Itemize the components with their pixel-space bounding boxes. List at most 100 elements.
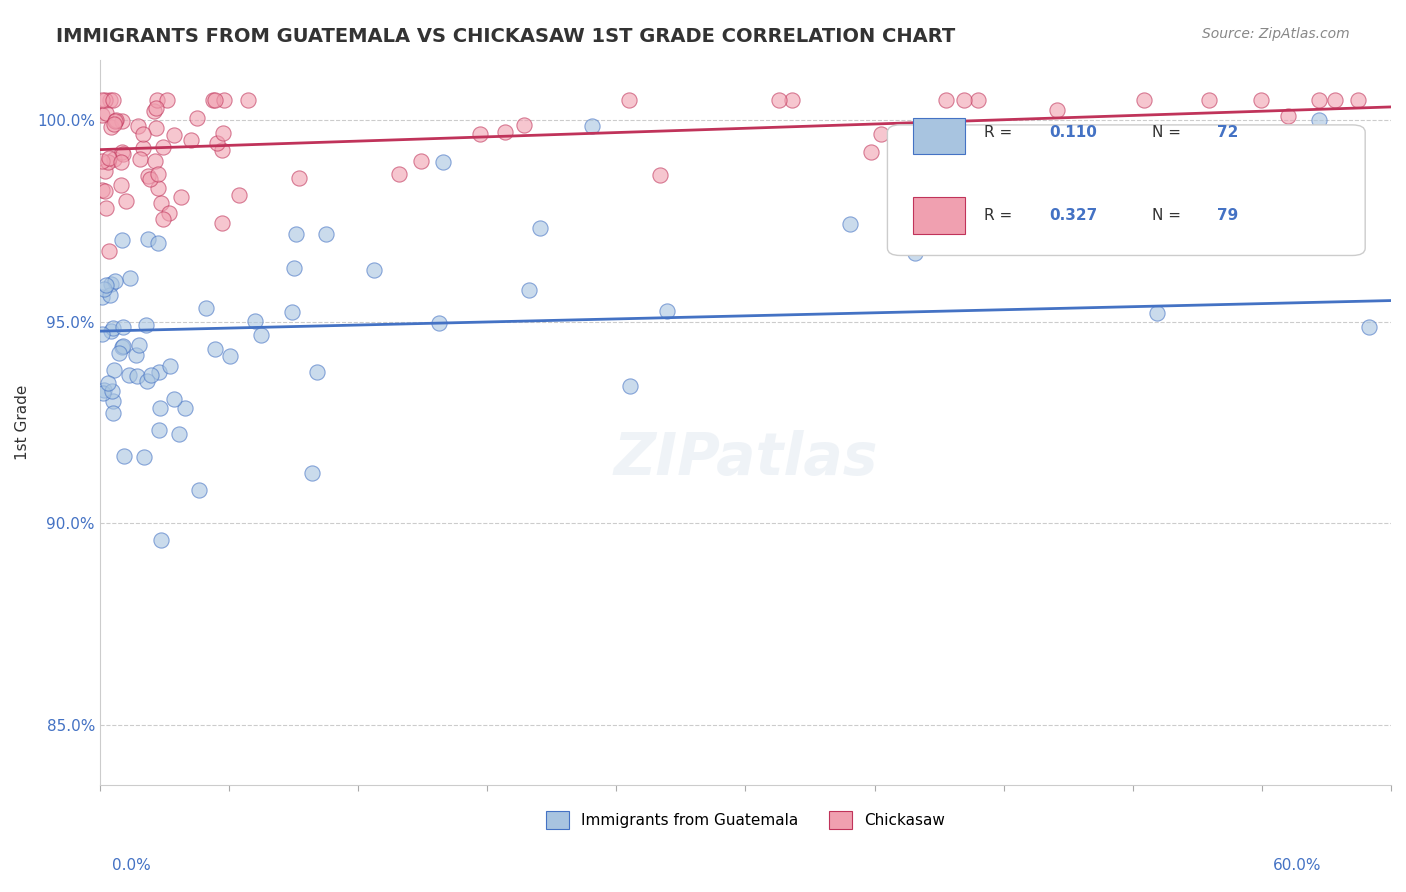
Point [581, 120, 603, 134]
Point [768, 93, 790, 107]
Point [100, 277, 122, 291]
Point [228, 187, 250, 202]
Point [411, 154, 433, 169]
Point [136, 232, 159, 246]
Point [149, 533, 172, 547]
Point [98, 151, 121, 165]
Point [145, 93, 167, 107]
Point [135, 318, 157, 332]
Point [101, 384, 124, 398]
Point [163, 392, 186, 406]
Point [657, 304, 679, 318]
Point [112, 449, 135, 463]
Point [112, 339, 135, 353]
Point [152, 212, 174, 227]
Point [96, 106, 118, 120]
Point [145, 101, 167, 115]
Point [1347, 93, 1369, 107]
Text: IMMIGRANTS FROM GUATEMALA VS CHICKASAW 1ST GRADE CORRELATION CHART: IMMIGRANTS FROM GUATEMALA VS CHICKASAW 1… [56, 27, 956, 45]
Text: N =: N = [1152, 125, 1181, 140]
Point [111, 145, 134, 159]
Point [1132, 93, 1154, 107]
Point [91, 183, 114, 197]
Point [967, 93, 990, 107]
Point [468, 128, 491, 142]
Point [188, 483, 211, 497]
Point [283, 261, 305, 276]
Point [513, 118, 536, 132]
Point [1308, 113, 1330, 128]
Point [148, 168, 170, 182]
Point [1250, 93, 1272, 107]
Point [173, 401, 195, 415]
Point [1308, 93, 1330, 107]
Point [91, 327, 114, 342]
Point [211, 216, 233, 230]
Point [1114, 214, 1136, 228]
Text: R =: R = [984, 125, 1012, 140]
Point [180, 132, 202, 146]
Point [935, 93, 957, 107]
Point [1344, 231, 1367, 245]
Point [98, 93, 121, 107]
Point [149, 401, 172, 416]
Point [1045, 103, 1067, 118]
Point [156, 93, 179, 107]
Point [94, 93, 117, 107]
Point [128, 338, 150, 352]
Point [1256, 216, 1278, 230]
Point [93, 383, 115, 397]
Point [238, 93, 260, 107]
Point [250, 327, 273, 342]
Point [1146, 306, 1168, 320]
Point [148, 423, 170, 437]
Point [617, 93, 640, 107]
Point [388, 167, 411, 181]
Point [139, 172, 162, 186]
Point [118, 368, 141, 382]
Point [101, 321, 124, 335]
Y-axis label: 1st Grade: 1st Grade [15, 384, 30, 460]
Point [148, 365, 170, 379]
Point [146, 180, 169, 194]
Point [301, 466, 323, 480]
Point [112, 320, 135, 334]
Point [98, 288, 121, 302]
Text: 0.110: 0.110 [1049, 125, 1097, 140]
FancyBboxPatch shape [887, 125, 1365, 255]
Text: 60.0%: 60.0% [1274, 858, 1322, 872]
Text: 79: 79 [1216, 208, 1237, 223]
Point [143, 153, 166, 168]
Point [904, 246, 927, 260]
Point [93, 282, 115, 296]
Point [96, 277, 118, 292]
Point [195, 301, 218, 315]
Point [859, 145, 882, 159]
FancyBboxPatch shape [914, 197, 965, 234]
Point [211, 143, 233, 157]
Point [91, 386, 114, 401]
Point [952, 93, 974, 107]
Point [103, 363, 125, 377]
Point [111, 147, 134, 161]
Point [100, 120, 122, 134]
Point [780, 93, 803, 107]
Text: ZIPatlas: ZIPatlas [613, 430, 877, 487]
Point [98, 244, 121, 258]
Point [111, 113, 134, 128]
Point [132, 450, 155, 465]
Point [870, 127, 893, 141]
Point [529, 220, 551, 235]
Point [186, 111, 208, 125]
Point [127, 120, 149, 134]
FancyBboxPatch shape [914, 118, 965, 154]
Point [139, 368, 162, 383]
Point [97, 155, 120, 169]
Point [94, 201, 117, 215]
Point [1111, 201, 1133, 215]
Point [1277, 109, 1299, 123]
Point [159, 205, 181, 219]
Text: Source: ZipAtlas.com: Source: ZipAtlas.com [1202, 27, 1350, 41]
Point [427, 316, 450, 330]
Point [284, 227, 307, 241]
